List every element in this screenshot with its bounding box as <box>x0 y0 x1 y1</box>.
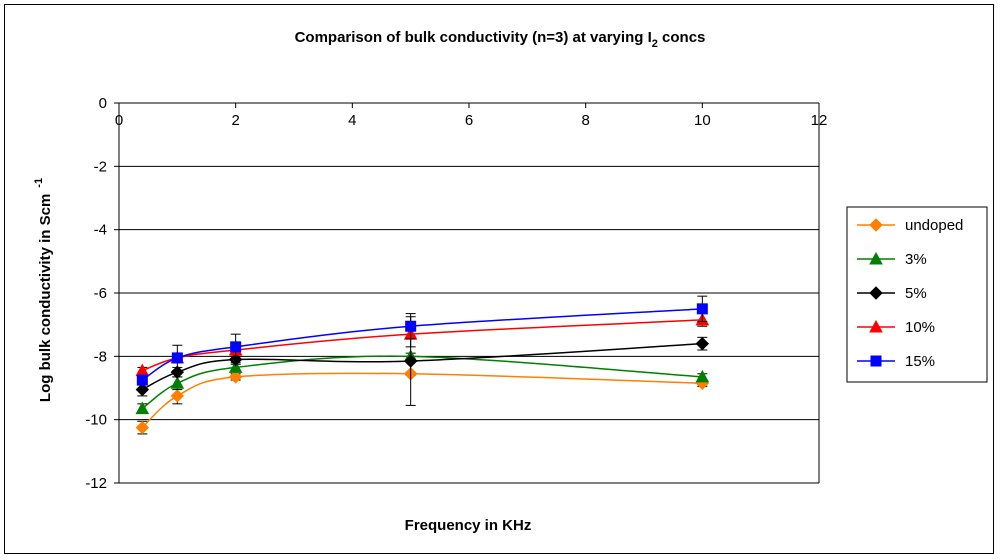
y-tick-label-5: -10 <box>85 412 107 429</box>
point-4-2 <box>230 341 242 353</box>
x-tick-label-2: 4 <box>348 112 356 129</box>
legend-label-1: 3% <box>905 251 927 268</box>
legend-label-3: 10% <box>905 319 935 336</box>
axes: 0 2 4 6 8 10 12 0 -2 -4 -6 -8 -10 -12 <box>85 95 827 492</box>
series-line-1 <box>141 355 703 410</box>
legend-label-0: undoped <box>905 217 963 234</box>
y-tick-label-2: -4 <box>94 222 107 239</box>
point-4-0 <box>136 374 148 386</box>
point-2-0 <box>135 382 150 397</box>
point-2-3 <box>403 354 418 368</box>
y-tick-label-4: -8 <box>94 348 107 365</box>
x-tick-label-1: 2 <box>231 112 239 129</box>
series-4 <box>136 295 708 386</box>
point-1-0 <box>135 401 150 415</box>
point-4-3 <box>405 320 417 332</box>
point-4-4 <box>696 303 708 315</box>
x-axis-title: Frequency in KHz <box>405 517 532 534</box>
x-tick-label-6: 12 <box>811 112 828 129</box>
legend-marker-3 <box>869 319 883 333</box>
legend-label-2: 5% <box>905 285 927 302</box>
chart-title-suffix: concs <box>658 29 706 46</box>
x-tick-label-5: 10 <box>694 112 711 129</box>
x-tick-label-4: 8 <box>581 112 589 129</box>
point-0-0 <box>135 420 150 435</box>
point-1-1 <box>170 376 185 389</box>
y-tick-label-3: -6 <box>94 285 107 302</box>
chart-title: Comparison of bulk conductivity (n=3) at… <box>295 29 706 50</box>
x-tick-label-3: 6 <box>465 112 473 129</box>
point-3-0 <box>135 363 150 377</box>
y-axis-title: Log bulk conductivity in Scm -1 <box>33 178 54 402</box>
legend-marker-2 <box>869 286 883 300</box>
y-axis-title-text: Log bulk conductivity in Scm <box>37 194 54 402</box>
point-2-4 <box>695 336 710 351</box>
x-tick-label-0: 0 <box>115 112 123 129</box>
y-tick-label-6: -12 <box>85 475 107 492</box>
legend: undoped 3% 5% 10% 15% <box>846 206 988 383</box>
point-1-4 <box>695 369 710 383</box>
chart-svg: Comparison of bulk conductivity (n=3) at… <box>33 29 988 534</box>
chart-title-subscript: 2 <box>652 38 658 50</box>
point-1-2 <box>228 360 243 373</box>
grid <box>119 102 820 484</box>
point-4-1 <box>171 352 183 364</box>
legend-marker-4 <box>870 355 882 367</box>
legend-marker-1 <box>869 251 883 265</box>
y-tick-label-0: 0 <box>99 95 107 112</box>
y-axis-title-superscript: -1 <box>33 178 45 188</box>
legend-marker-0 <box>869 218 883 232</box>
series-0 <box>135 367 710 435</box>
point-0-1 <box>170 389 185 403</box>
series-2 <box>135 316 710 406</box>
legend-label-4: 15% <box>905 353 935 370</box>
series-3 <box>135 312 710 377</box>
chart-title-prefix: Comparison of bulk conductivity (n=3) at… <box>295 29 652 46</box>
y-tick-label-1: -2 <box>94 158 107 175</box>
series-line-3 <box>142 319 703 372</box>
point-0-2 <box>228 370 243 384</box>
legend-box <box>846 206 988 383</box>
chart-frame: Comparison of bulk conductivity (n=3) at… <box>4 4 994 554</box>
series <box>135 295 710 435</box>
